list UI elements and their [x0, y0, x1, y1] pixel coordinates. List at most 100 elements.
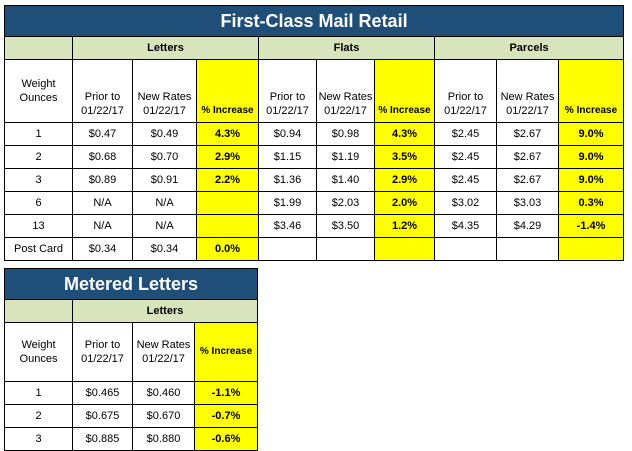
- cell-weight: 13: [4, 214, 73, 238]
- metered-header-increase: % Increase: [193, 322, 259, 382]
- metered-cell-pct: -0.7%: [193, 404, 259, 428]
- table-row: 2 $0.675 $0.670 -0.7%: [4, 404, 259, 428]
- cell-weight: 6: [4, 191, 73, 215]
- cell-p-new: $2.67: [496, 122, 559, 146]
- cell-p-prior: $2.45: [434, 122, 497, 146]
- cell-p-pct: 9.0%: [557, 122, 625, 146]
- cell-f-pct: 2.9%: [374, 168, 435, 192]
- cell-p-pct: 9.0%: [557, 145, 625, 169]
- cell-p-prior: $2.45: [434, 145, 497, 169]
- cell-p-prior: [434, 237, 497, 261]
- cell-f-pct: 4.3%: [374, 122, 435, 146]
- table-row: 2 $0.68 $0.70 2.9% $1.15 $1.19 3.5% $2.45 $2.67 9…: [4, 145, 625, 169]
- cell-p-prior: $3.02: [434, 191, 497, 215]
- cell-p-new: $3.03: [496, 191, 559, 215]
- cell-l-new: N/A: [132, 191, 197, 215]
- cell-p-new: $4.29: [496, 214, 559, 238]
- header-parcels-new: New Rates 01/22/17: [496, 59, 559, 123]
- header-letters-prior: Prior to 01/22/17: [72, 59, 133, 123]
- header-flats-prior: Prior to 01/22/17: [258, 59, 317, 123]
- metered-cell-pct: -0.6%: [193, 427, 259, 451]
- cell-f-prior: [258, 237, 317, 261]
- cell-l-pct: [196, 214, 259, 238]
- cell-p-prior: $4.35: [434, 214, 497, 238]
- table-row: 1 $0.47 $0.49 4.3% $0.94 $0.98 4.3% $2.45 $2.67 9…: [4, 122, 625, 146]
- metered-cell-new: $0.460: [132, 381, 195, 405]
- metered-header-new: New Rates 01/22/17: [132, 322, 195, 382]
- cell-f-new: $1.19: [316, 145, 375, 169]
- metered-header-weight: Weight Ounces: [4, 322, 73, 382]
- metered-header-prior: Prior to 01/22/17: [72, 322, 133, 382]
- cell-f-prior: $1.99: [258, 191, 317, 215]
- cell-f-new: $1.40: [316, 168, 375, 192]
- table-row: 1 $0.465 $0.460 -1.1%: [4, 381, 259, 405]
- cell-l-prior: $0.34: [72, 237, 133, 261]
- group-flats: Flats: [258, 36, 435, 60]
- table-row: 6 N/A N/A $1.99 $2.03 2.0% $3.02 $3.03 0.3%: [4, 191, 625, 215]
- cell-f-prior: $1.15: [258, 145, 317, 169]
- cell-f-pct: 1.2%: [374, 214, 435, 238]
- header-flats-new: New Rates 01/22/17: [316, 59, 375, 123]
- metered-cell-weight: 2: [4, 404, 73, 428]
- cell-l-prior: N/A: [72, 191, 133, 215]
- cell-p-prior: $2.45: [434, 168, 497, 192]
- metered-cell-pct: -1.1%: [193, 381, 259, 405]
- cell-l-new: $0.34: [132, 237, 197, 261]
- cell-f-pct: 3.5%: [374, 145, 435, 169]
- group-blank-cell: [4, 36, 73, 60]
- cell-f-pct: [374, 237, 435, 261]
- cell-l-prior: $0.47: [72, 122, 133, 146]
- metered-cell-prior: $0.675: [72, 404, 133, 428]
- cell-f-prior: $0.94: [258, 122, 317, 146]
- cell-f-prior: $3.46: [258, 214, 317, 238]
- header-parcels-increase: % Increase: [557, 59, 625, 123]
- metered-cell-new: $0.880: [132, 427, 195, 451]
- cell-l-pct: 4.3%: [196, 122, 259, 146]
- table-row: Post Card $0.34 $0.34 0.0%: [4, 237, 625, 261]
- cell-weight: Post Card: [4, 237, 73, 261]
- cell-p-pct: [557, 237, 625, 261]
- cell-l-new: $0.49: [132, 122, 197, 146]
- retail-rates-table: First-Class Mail Retail Letters Flats Pa…: [3, 5, 625, 261]
- metered-cell-weight: 3: [4, 427, 73, 451]
- cell-l-pct: 0.0%: [196, 237, 259, 261]
- cell-l-pct: 2.2%: [196, 168, 259, 192]
- cell-f-new: $3.50: [316, 214, 375, 238]
- cell-f-new: $0.98: [316, 122, 375, 146]
- metered-group-blank-cell: [4, 299, 73, 323]
- cell-p-pct: -1.4%: [557, 214, 625, 238]
- cell-f-prior: $1.36: [258, 168, 317, 192]
- table-row: 3 $0.885 $0.880 -0.6%: [4, 427, 259, 451]
- table-row: 3 $0.89 $0.91 2.2% $1.36 $1.40 2.9% $2.45 $2.67 9…: [4, 168, 625, 192]
- cell-f-new: [316, 237, 375, 261]
- table-row: 13 N/A N/A $3.46 $3.50 1.2% $4.35 $4.29 -1.4%: [4, 214, 625, 238]
- cell-f-new: $2.03: [316, 191, 375, 215]
- cell-l-pct: 2.9%: [196, 145, 259, 169]
- header-letters-increase: % Increase: [196, 59, 259, 123]
- cell-p-pct: 9.0%: [557, 168, 625, 192]
- cell-l-new: $0.70: [132, 145, 197, 169]
- metered-cell-weight: 1: [4, 381, 73, 405]
- cell-weight: 3: [4, 168, 73, 192]
- cell-f-pct: 2.0%: [374, 191, 435, 215]
- retail-title: First-Class Mail Retail: [3, 5, 625, 37]
- metered-cell-prior: $0.885: [72, 427, 133, 451]
- cell-p-new: $2.67: [496, 168, 559, 192]
- cell-l-prior: $0.68: [72, 145, 133, 169]
- cell-weight: 1: [4, 122, 73, 146]
- metered-group-letters: Letters: [71, 299, 259, 323]
- metered-cell-new: $0.670: [132, 404, 195, 428]
- group-letters: Letters: [72, 36, 259, 60]
- metered-rates-table: Metered Letters Letters Weight Ounces Pr…: [3, 268, 259, 451]
- cell-l-prior: $0.89: [72, 168, 133, 192]
- metered-cell-prior: $0.465: [72, 381, 133, 405]
- header-parcels-prior: Prior to 01/22/17: [434, 59, 497, 123]
- cell-p-pct: 0.3%: [557, 191, 625, 215]
- group-parcels: Parcels: [433, 36, 625, 60]
- header-weight: Weight Ounces: [4, 59, 73, 123]
- metered-title: Metered Letters: [3, 268, 259, 300]
- header-letters-new: New Rates 01/22/17: [132, 59, 197, 123]
- cell-l-prior: N/A: [72, 214, 133, 238]
- cell-l-pct: [196, 191, 259, 215]
- cell-l-new: N/A: [132, 214, 197, 238]
